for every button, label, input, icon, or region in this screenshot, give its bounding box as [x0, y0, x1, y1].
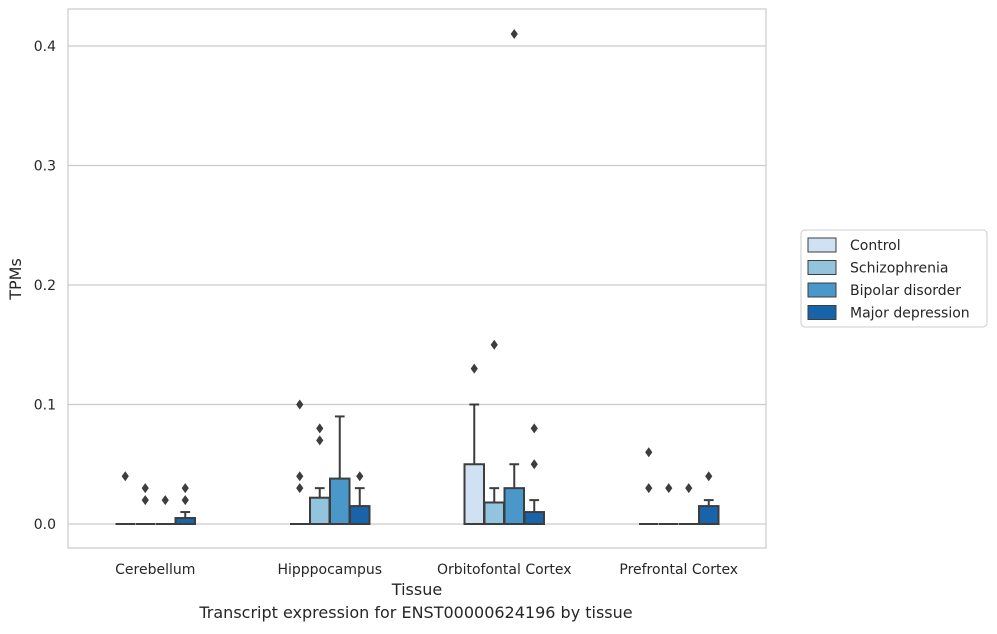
outlier-point [530, 459, 538, 470]
outlier-point [296, 471, 304, 482]
outlier-point [181, 495, 189, 506]
y-tick-label: 0.4 [34, 39, 56, 55]
outlier-point [141, 483, 149, 494]
box-control [639, 447, 659, 525]
outlier-point [685, 483, 693, 494]
outlier-point [296, 483, 304, 494]
outlier-point [121, 471, 129, 482]
outlier-point [161, 495, 169, 506]
outlier-point [645, 483, 653, 494]
x-tick-label: Hipppocampus [277, 562, 382, 578]
outlier-point [665, 483, 673, 494]
outlier-point [296, 399, 304, 410]
outlier-point [356, 471, 364, 482]
box-body [483, 501, 505, 525]
y-tick-label: 0.1 [34, 398, 56, 414]
y-axis-ticks: 0.0 0.1 0.2 0.3 0.4 [34, 39, 56, 533]
outlier-point [470, 363, 478, 374]
box-schizophrenia [309, 423, 331, 525]
box-body [309, 496, 331, 525]
outlier-point [645, 447, 653, 458]
legend-label: Control [850, 238, 901, 254]
box-control [463, 363, 485, 525]
box-schizophrenia [483, 339, 505, 525]
box-bipolar-disorder [155, 495, 175, 525]
boxes-layer [115, 29, 720, 526]
outlier-point [530, 423, 538, 434]
y-tick-label: 0.0 [34, 517, 56, 533]
box-body [349, 505, 371, 526]
outlier-point [510, 29, 518, 40]
box-major-depression [174, 483, 196, 526]
plot-area-frame [67, 8, 767, 549]
box-bipolar-disorder [679, 483, 699, 525]
legend-swatch [807, 260, 837, 275]
legend-swatch [807, 305, 837, 320]
legend-swatch [807, 282, 837, 298]
y-grid [68, 45, 766, 525]
legend: Control Schizophrenia Bipolar disorder Majo… [800, 229, 988, 328]
outlier-point [705, 471, 713, 482]
box-schizophrenia [135, 483, 155, 525]
y-tick-label: 0.2 [34, 278, 56, 294]
legend-label: Bipolar disorder [850, 283, 961, 299]
box-bipolar-disorder [329, 415, 351, 525]
box-major-depression [349, 471, 371, 526]
box-body [329, 477, 351, 525]
box-body [463, 463, 485, 525]
figure-caption: Transcript expression for ENST0000062419… [199, 603, 633, 622]
box-control [115, 471, 135, 525]
box-body [503, 487, 525, 525]
x-tick-label: Orbitofontal Cortex [437, 562, 572, 578]
box-schizophrenia [659, 483, 679, 525]
y-tick-label: 0.3 [34, 159, 56, 175]
box-control [290, 399, 310, 525]
x-tick-label: Cerebellum [115, 562, 195, 578]
box-major-depression [523, 423, 545, 525]
legend-frame [800, 229, 988, 328]
box-body [698, 505, 720, 526]
box-body [523, 511, 545, 525]
outlier-point [141, 495, 149, 506]
legend-label: Schizophrenia [850, 261, 948, 277]
outlier-point [181, 483, 189, 494]
box-bipolar-disorder [503, 29, 525, 525]
legend-label: Major depression [850, 306, 970, 322]
legend-swatch [807, 237, 837, 253]
x-axis-label: Tissue [391, 580, 442, 599]
outlier-point [316, 435, 324, 446]
x-axis-ticks: Cerebellum Hipppocampus Orbitofontal Corte… [115, 562, 738, 578]
outlier-point [316, 423, 324, 434]
x-tick-label: Prefrontal Cortex [619, 562, 738, 578]
outlier-point [490, 339, 498, 350]
box-major-depression [698, 471, 720, 526]
y-axis-label: TPMs [6, 258, 25, 301]
